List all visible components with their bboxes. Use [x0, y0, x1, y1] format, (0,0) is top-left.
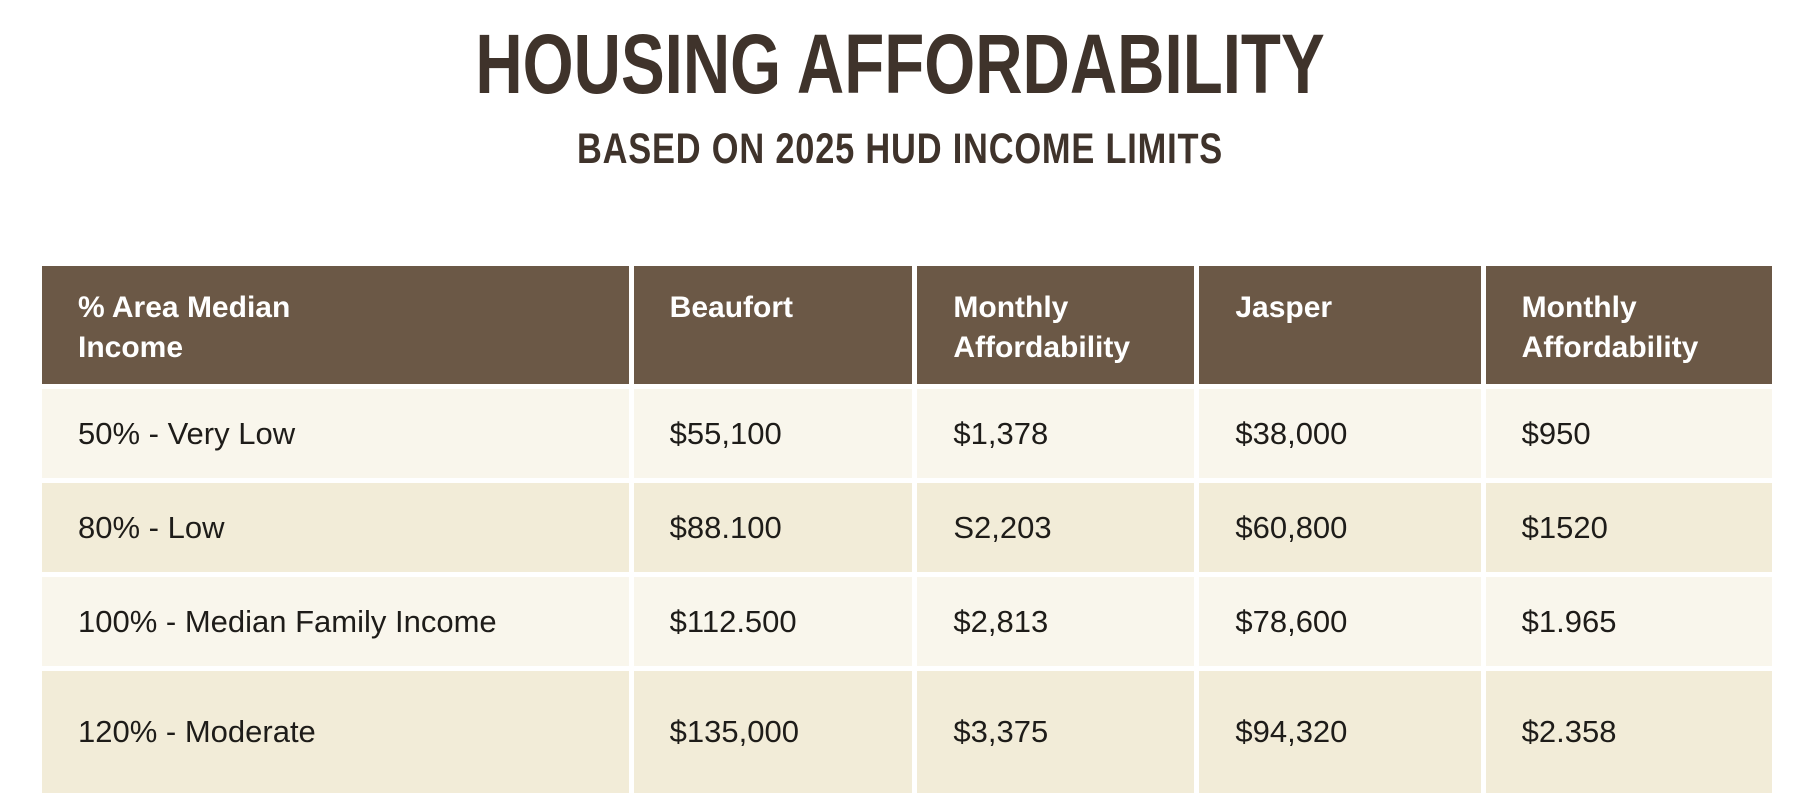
table-row-very-low: 50% - Very Low $55,100 $1,378 $38,000 $9… [42, 389, 1772, 478]
cell-income-level: 80% - Low [42, 483, 634, 572]
cell-income-level: 100% - Median Family Income [42, 577, 634, 666]
cell-beaufort-monthly: $1,378 [917, 389, 1200, 478]
header-cell-beaufort: Beaufort [633, 266, 918, 384]
cell-beaufort-monthly: $2,813 [917, 577, 1200, 666]
cell-jasper-monthly: $1520 [1485, 483, 1772, 572]
cell-jasper-monthly: $2.358 [1485, 671, 1772, 793]
page-title: HOUSING AFFORDABILITY [475, 17, 1325, 111]
housing-affordability-table: % Area Median Income Beaufort Monthly Af… [42, 266, 1772, 793]
cell-jasper-monthly: $1.965 [1485, 577, 1772, 666]
header-cell-area-median-income: % Area Median Income [42, 266, 634, 384]
cell-jasper-income: $94,320 [1199, 671, 1486, 793]
cell-jasper-monthly: $950 [1485, 389, 1772, 478]
cell-income-level: 120% - Moderate [42, 671, 634, 793]
cell-beaufort-income: $112.500 [633, 577, 918, 666]
header-cell-jasper: Jasper [1199, 266, 1486, 384]
table-row-moderate: 120% - Moderate $135,000 $3,375 $94,320 … [42, 671, 1772, 793]
cell-beaufort-income: $135,000 [633, 671, 918, 793]
header-cell-jasper-monthly-affordability: Monthly Affordability [1485, 266, 1772, 384]
table-header-row: % Area Median Income Beaufort Monthly Af… [42, 266, 1772, 384]
cell-beaufort-income: $88.100 [633, 483, 918, 572]
cell-jasper-income: $78,600 [1199, 577, 1486, 666]
cell-jasper-income: $60,800 [1199, 483, 1486, 572]
page: HOUSING AFFORDABILITY BASED ON 2025 HUD … [0, 22, 1800, 801]
table-row-median-family-income: 100% - Median Family Income $112.500 $2,… [42, 577, 1772, 666]
cell-jasper-income: $38,000 [1199, 389, 1486, 478]
cell-income-level: 50% - Very Low [42, 389, 634, 478]
table-row-low: 80% - Low $88.100 S2,203 $60,800 $1520 [42, 483, 1772, 572]
cell-beaufort-monthly: $3,375 [917, 671, 1200, 793]
header-cell-beaufort-monthly-affordability: Monthly Affordability [917, 266, 1200, 384]
page-subtitle: BASED ON 2025 HUD INCOME LIMITS [577, 125, 1223, 173]
cell-beaufort-monthly: S2,203 [917, 483, 1200, 572]
cell-beaufort-income: $55,100 [633, 389, 918, 478]
